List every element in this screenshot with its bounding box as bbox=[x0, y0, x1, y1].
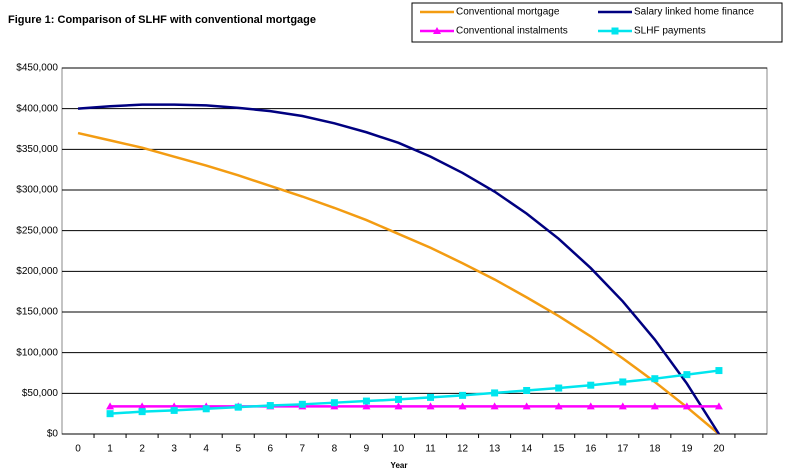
data-point bbox=[170, 406, 178, 414]
series-line bbox=[77, 131, 720, 435]
data-point bbox=[138, 402, 147, 410]
data-point bbox=[459, 391, 467, 399]
legend-label: Conventional instalments bbox=[456, 26, 568, 37]
data-point bbox=[682, 402, 691, 410]
x-tick-label: 8 bbox=[332, 444, 338, 455]
y-tick-label: $450,000 bbox=[16, 63, 58, 74]
data-point bbox=[138, 408, 146, 416]
x-tick-label: 6 bbox=[268, 444, 274, 455]
data-point bbox=[650, 402, 659, 410]
legend-label: SLHF payments bbox=[634, 26, 706, 37]
y-tick-label: $50,000 bbox=[22, 388, 59, 399]
x-tick-label: 12 bbox=[457, 444, 469, 455]
data-point bbox=[523, 386, 531, 394]
x-tick-label: 0 bbox=[75, 444, 81, 455]
x-tick-label: 2 bbox=[139, 444, 145, 455]
x-tick-label: 7 bbox=[300, 444, 306, 455]
data-point bbox=[394, 395, 402, 403]
legend-box bbox=[411, 2, 783, 43]
data-point bbox=[491, 389, 499, 397]
y-tick-label: $400,000 bbox=[16, 103, 58, 114]
x-tick-label: 3 bbox=[171, 444, 177, 455]
data-point bbox=[683, 371, 691, 379]
x-tick-label: 15 bbox=[553, 444, 565, 455]
data-point bbox=[555, 384, 563, 392]
data-point bbox=[587, 381, 595, 389]
data-point bbox=[106, 410, 114, 418]
plot-area bbox=[61, 67, 768, 435]
data-point bbox=[715, 367, 723, 375]
legend-label: Conventional mortgage bbox=[456, 7, 560, 18]
x-tick-label: 19 bbox=[681, 444, 693, 455]
x-axis-label: Year bbox=[391, 461, 408, 470]
x-tick-label: 14 bbox=[521, 444, 533, 455]
x-tick-label: 10 bbox=[393, 444, 405, 455]
legend-marker bbox=[433, 27, 441, 34]
y-tick-label: $250,000 bbox=[16, 225, 58, 236]
data-point bbox=[554, 402, 563, 410]
data-point bbox=[619, 378, 627, 386]
y-tick-label: $100,000 bbox=[16, 347, 58, 358]
x-tick-label: 5 bbox=[235, 444, 241, 455]
x-tick-label: 20 bbox=[713, 444, 725, 455]
series-line bbox=[77, 103, 720, 435]
y-tick-label: $350,000 bbox=[16, 144, 58, 155]
x-tick-label: 11 bbox=[425, 444, 436, 455]
data-point bbox=[106, 402, 115, 410]
data-point bbox=[266, 402, 274, 410]
data-point bbox=[522, 402, 531, 410]
legend-marker bbox=[611, 27, 619, 35]
data-point bbox=[234, 403, 242, 411]
data-point bbox=[202, 405, 210, 413]
series-line bbox=[109, 369, 720, 415]
data-point bbox=[394, 402, 403, 410]
x-tick-label: 1 bbox=[107, 444, 113, 455]
data-point bbox=[490, 402, 499, 410]
x-tick-label: 18 bbox=[649, 444, 661, 455]
x-tick-label: 17 bbox=[617, 444, 629, 455]
x-tick-label: 4 bbox=[203, 444, 209, 455]
chart-title: Figure 1: Comparison of SLHF with conven… bbox=[8, 14, 316, 26]
x-tick-label: 9 bbox=[364, 444, 370, 455]
data-point bbox=[298, 400, 306, 408]
data-point bbox=[618, 402, 627, 410]
x-tick-label: 13 bbox=[489, 444, 501, 455]
data-point bbox=[651, 375, 659, 383]
data-point bbox=[426, 402, 435, 410]
data-point bbox=[427, 393, 435, 401]
y-tick-label: $200,000 bbox=[16, 266, 58, 277]
x-tick-label: 16 bbox=[585, 444, 597, 455]
data-point bbox=[586, 402, 595, 410]
y-tick-label: $300,000 bbox=[16, 185, 58, 196]
data-point bbox=[362, 397, 370, 405]
y-tick-label: $150,000 bbox=[16, 307, 58, 318]
data-point bbox=[362, 402, 371, 410]
data-point bbox=[714, 402, 723, 410]
data-point bbox=[330, 399, 338, 407]
data-point bbox=[458, 402, 467, 410]
y-tick-label: $0 bbox=[47, 429, 59, 440]
legend-label: Salary linked home finance bbox=[634, 7, 755, 18]
